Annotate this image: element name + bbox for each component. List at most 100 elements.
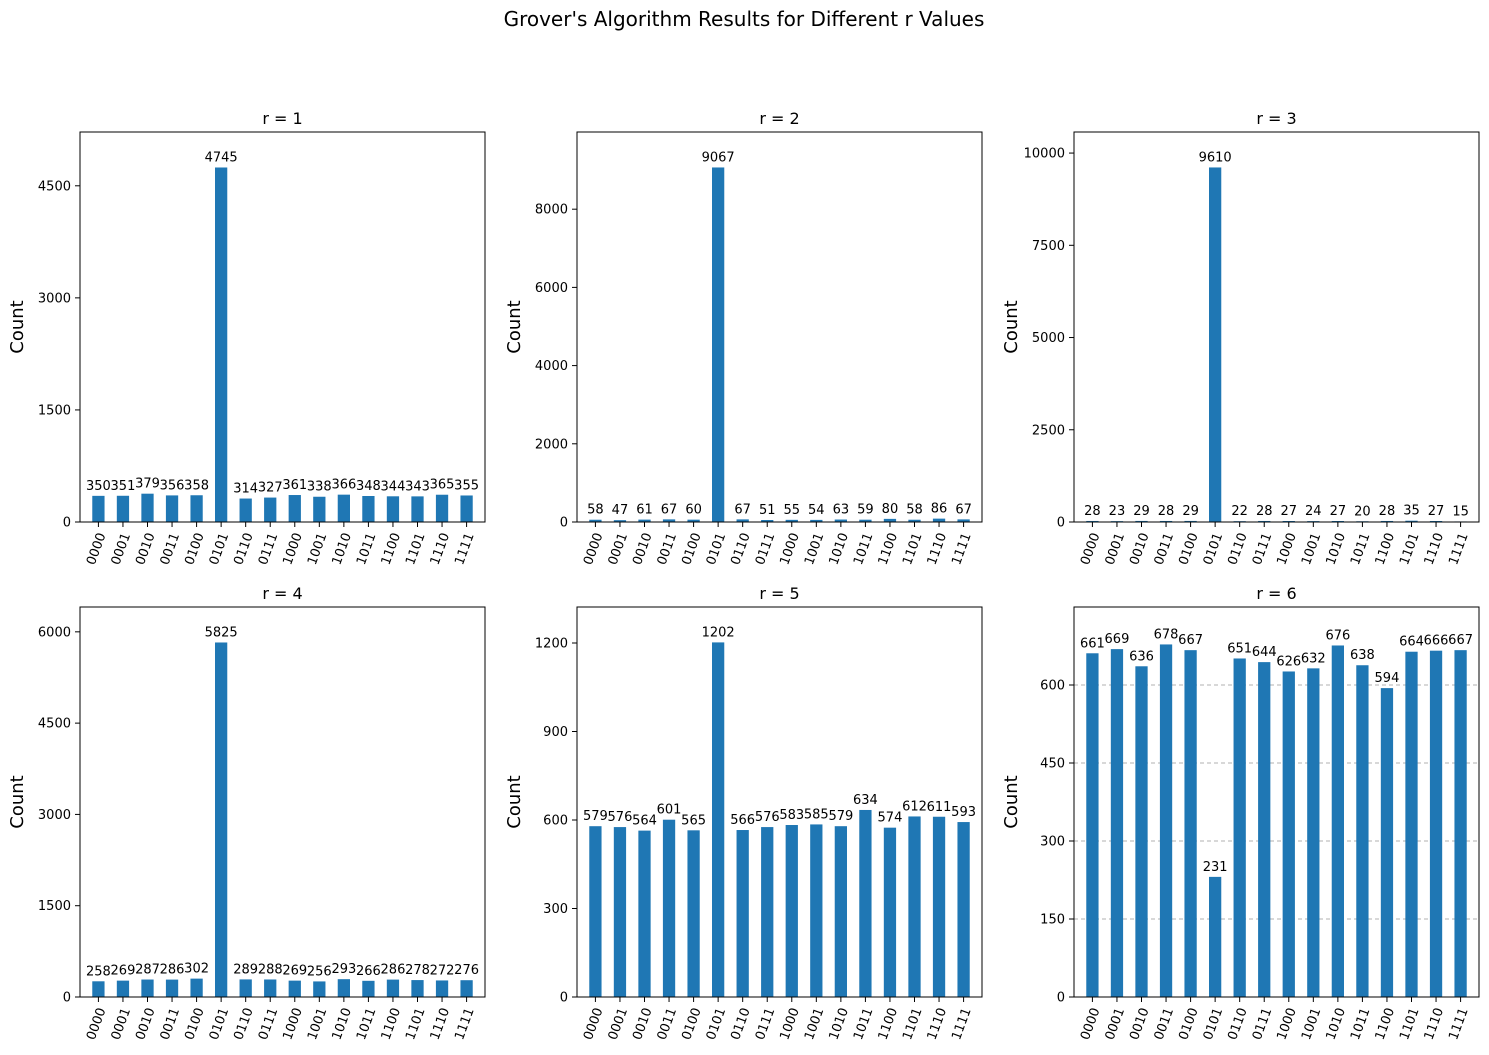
y-tick-label: 4500 <box>38 179 71 194</box>
x-tick-label: 1001 <box>802 531 827 567</box>
y-axis-label: Count <box>504 775 525 828</box>
data-label: 351 <box>111 479 136 494</box>
figure-title: Grover's Algorithm Results for Different… <box>504 7 985 31</box>
bar <box>1159 520 1173 522</box>
y-axis-label: Count <box>1001 300 1022 353</box>
bar <box>165 495 179 522</box>
data-label: 9067 <box>702 150 735 165</box>
data-label: 338 <box>307 480 332 495</box>
bar <box>313 981 326 997</box>
bar <box>908 816 921 997</box>
data-label: 63 <box>833 503 850 518</box>
data-label: 576 <box>755 810 780 825</box>
data-label: 293 <box>331 962 356 977</box>
data-label: 366 <box>331 478 356 493</box>
data-label: 256 <box>307 964 332 979</box>
bar <box>687 519 700 522</box>
data-label: 28 <box>1158 504 1175 519</box>
x-tick-label: 1011 <box>354 1006 379 1042</box>
bar <box>1454 650 1467 997</box>
bar <box>834 826 847 997</box>
subplot-title: r = 5 <box>759 584 799 603</box>
bar <box>932 816 946 997</box>
data-label: 576 <box>608 810 633 825</box>
x-tick-label: 1000 <box>777 1006 802 1042</box>
data-label: 343 <box>405 479 430 494</box>
x-tick-label: 1000 <box>280 531 305 567</box>
x-tick-label: 0010 <box>1127 531 1152 567</box>
y-tick-label: 3000 <box>38 808 71 823</box>
bar <box>1209 876 1222 997</box>
y-tick-label: 2500 <box>1032 423 1065 438</box>
data-label: 644 <box>1252 645 1277 660</box>
bar <box>589 519 602 522</box>
subplot-title: r = 4 <box>262 584 302 603</box>
bar <box>1209 167 1222 523</box>
x-tick-label: 1100 <box>1373 531 1398 567</box>
data-label: 632 <box>1301 651 1326 666</box>
y-tick-label: 0 <box>63 991 71 1006</box>
bar <box>337 979 350 997</box>
data-label: 594 <box>1375 671 1400 686</box>
data-label: 664 <box>1399 635 1424 650</box>
bar <box>239 498 252 522</box>
data-label: 302 <box>184 962 209 977</box>
x-tick-label: 0001 <box>1103 1006 1128 1042</box>
data-label: 566 <box>730 813 755 828</box>
x-tick-label: 0001 <box>1103 531 1128 567</box>
x-tick-label: 1011 <box>354 531 379 567</box>
data-label: 29 <box>1182 504 1199 519</box>
data-label: 356 <box>160 478 185 493</box>
bar <box>460 495 473 522</box>
data-label: 58 <box>906 503 923 518</box>
x-tick-label: 1000 <box>1274 1006 1299 1042</box>
data-label: 35 <box>1403 504 1420 519</box>
y-tick-label: 4000 <box>535 359 568 374</box>
x-tick-label: 0110 <box>231 531 256 567</box>
bar <box>116 495 130 522</box>
bar <box>1380 520 1394 522</box>
x-tick-label: 1110 <box>428 1006 453 1042</box>
data-label: 612 <box>902 799 927 814</box>
x-tick-label: 0001 <box>606 1006 631 1042</box>
x-tick-label: 1101 <box>403 1006 428 1042</box>
x-tick-label: 0000 <box>581 1006 606 1042</box>
x-tick-label: 0000 <box>84 531 109 567</box>
x-tick-label: 1100 <box>876 1006 901 1042</box>
data-label: 564 <box>632 814 657 829</box>
plot-frame <box>1073 606 1480 998</box>
x-tick-label: 0101 <box>207 531 232 567</box>
x-tick-label: 0001 <box>109 1006 134 1042</box>
data-label: 276 <box>454 963 479 978</box>
bar <box>411 980 424 997</box>
bar <box>662 819 676 997</box>
bar <box>932 518 946 522</box>
bar <box>190 495 203 522</box>
bar <box>712 642 725 997</box>
data-label: 585 <box>804 807 829 822</box>
bar <box>883 518 897 522</box>
bar <box>215 642 228 997</box>
data-label: 583 <box>779 808 804 823</box>
bar <box>92 495 105 522</box>
subplot-title: r = 3 <box>1256 109 1296 128</box>
data-label: 327 <box>258 481 283 496</box>
y-tick-label: 150 <box>1040 913 1065 928</box>
x-tick-label: 0100 <box>679 1006 704 1042</box>
x-tick-label: 1111 <box>1446 1006 1471 1042</box>
bar <box>1135 666 1148 997</box>
x-tick-label: 1110 <box>925 531 950 567</box>
data-label: 669 <box>1105 632 1130 647</box>
data-label: 651 <box>1227 641 1252 656</box>
x-tick-label: 0101 <box>207 1006 232 1042</box>
x-tick-label: 1101 <box>900 1006 925 1042</box>
x-tick-label: 0111 <box>256 1006 281 1042</box>
bar <box>785 825 798 997</box>
data-label: 365 <box>430 478 455 493</box>
data-label: 9610 <box>1199 150 1232 165</box>
data-label: 287 <box>135 963 160 978</box>
x-tick-label: 1111 <box>949 1006 974 1042</box>
subplot-title: r = 2 <box>759 109 799 128</box>
